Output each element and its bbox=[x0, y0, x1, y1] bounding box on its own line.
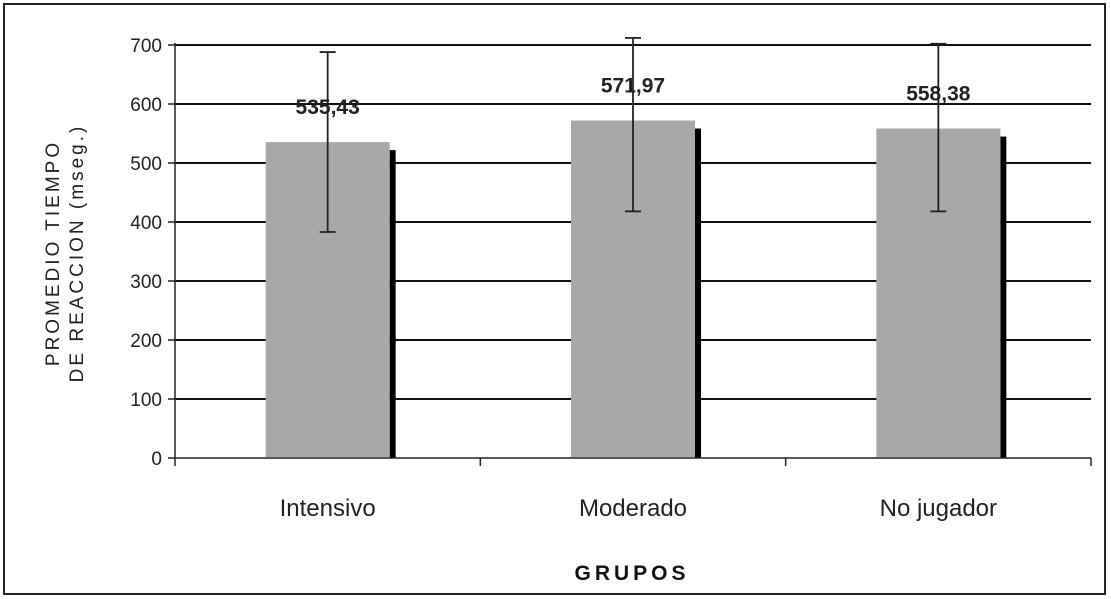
y-axis-title-line-2: DE REACCION (mseg.) bbox=[67, 124, 88, 383]
data-label: 558,38 bbox=[906, 83, 971, 106]
category-label: No jugador bbox=[880, 495, 997, 522]
y-tick-label: 0 bbox=[151, 449, 162, 470]
y-tick-label: 500 bbox=[130, 154, 162, 175]
chart-frame: 0 100 200 300 400 500 600 700 Intensivo Moderado… bbox=[3, 3, 1106, 595]
data-label: 535,43 bbox=[296, 96, 360, 119]
y-tick-labels: 0 100 200 300 400 500 600 700 bbox=[130, 36, 162, 470]
bar-shadow bbox=[389, 150, 396, 458]
error-bars bbox=[319, 37, 947, 233]
data-labels: 535,43 571,97 558,38 bbox=[296, 75, 971, 120]
category-label: Moderado bbox=[579, 495, 687, 522]
category-labels: Intensivo Moderado No jugador bbox=[280, 495, 997, 522]
y-tick-label: 200 bbox=[130, 331, 162, 352]
category-label: Intensivo bbox=[280, 495, 376, 522]
y-tick-label: 400 bbox=[130, 213, 162, 234]
data-label: 571,97 bbox=[601, 75, 665, 98]
y-axis-title: PROMEDIO TIEMPO DE REACCION (mseg.) bbox=[43, 124, 88, 383]
y-tick-label: 100 bbox=[130, 390, 162, 411]
y-tick-label: 300 bbox=[130, 272, 162, 293]
y-axis-title-line-1: PROMEDIO TIEMPO bbox=[43, 140, 64, 366]
y-tick-label: 600 bbox=[130, 95, 162, 116]
axes bbox=[168, 43, 1092, 466]
bar-shadow bbox=[695, 128, 701, 458]
bars bbox=[265, 120, 1007, 459]
y-tick-label: 700 bbox=[130, 36, 162, 57]
bar-chart: 0 100 200 300 400 500 600 700 Intensivo Moderado… bbox=[43, 36, 1092, 585]
bar-shadow bbox=[1000, 136, 1007, 459]
x-axis-title: GRUPOS bbox=[574, 562, 689, 585]
